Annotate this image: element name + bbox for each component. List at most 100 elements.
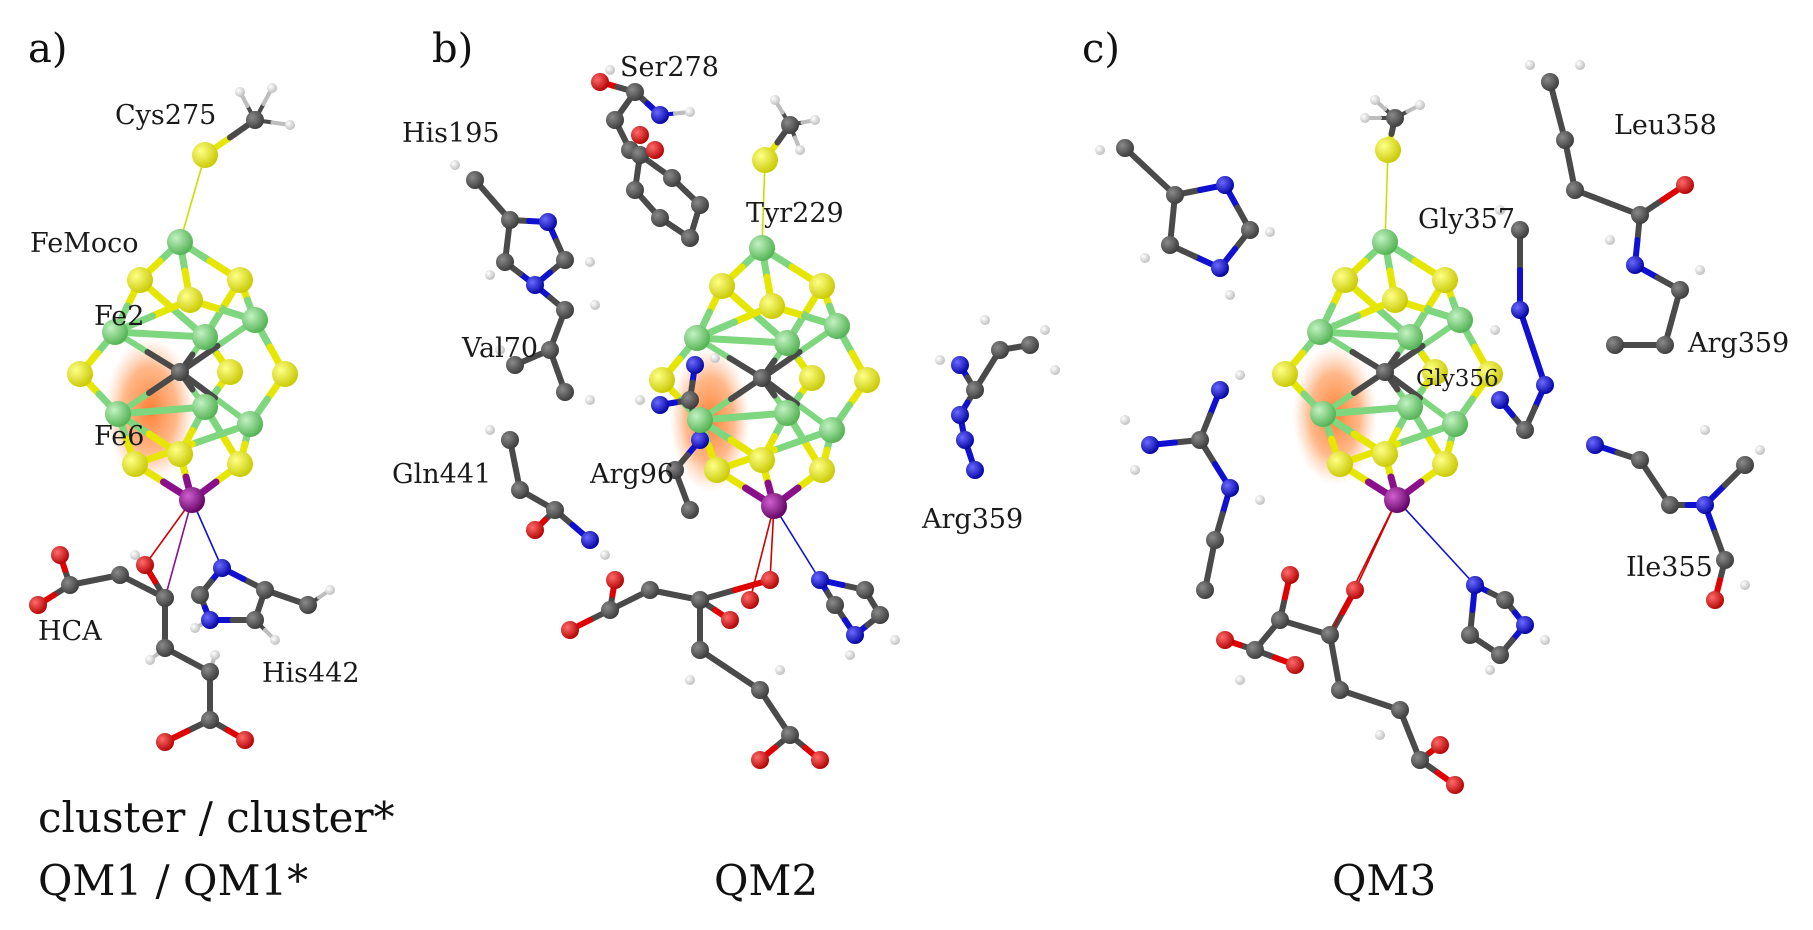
panel-c-atom-S	[1372, 441, 1398, 467]
panel-b-atom-C	[606, 111, 624, 129]
panel-a-atom-O	[29, 596, 47, 614]
panel-a-atom-C	[156, 589, 174, 607]
panel-c-atom-H	[1265, 227, 1275, 237]
label-his195: His195	[402, 118, 500, 149]
panel-a-atom-O	[136, 556, 154, 574]
panel-c-atom-N	[1211, 381, 1229, 399]
panel-b-atom-C	[681, 501, 699, 519]
panel-b-structure	[450, 65, 1060, 769]
panel-a-atom-O	[236, 731, 254, 749]
panel-c-atom-H	[1415, 100, 1425, 110]
panel-a-atom-F	[105, 401, 131, 427]
panel-a-atom-F	[192, 394, 218, 420]
panel-a-atom-F	[237, 411, 263, 437]
panel-c-atom-F	[1310, 401, 1336, 427]
panel-b-atom-C	[556, 251, 574, 269]
panel-c-atom-C	[1496, 591, 1514, 609]
panel-b-atom-C	[626, 181, 644, 199]
panel-b-atom-C	[641, 581, 659, 599]
panel-a-atom-H	[267, 83, 277, 93]
panel-c-atom-C	[1391, 701, 1409, 719]
panel-c-atom-C	[1736, 456, 1754, 474]
panel-a-atom-C	[256, 581, 274, 599]
panel-b-atom-S	[749, 447, 775, 473]
panel-c-atom-C	[1631, 451, 1649, 469]
panel-c-atom-C	[1386, 109, 1404, 127]
panel-a-atom-C	[246, 111, 264, 129]
panel-b-atom-H	[485, 425, 495, 435]
panel-c-atom-O	[1281, 566, 1299, 584]
panel-b-atom-S	[854, 367, 880, 393]
panel-b-atom-H	[590, 300, 600, 310]
panel-c-atom-C	[1321, 626, 1339, 644]
panel-c-atom-C	[1166, 186, 1184, 204]
panel-c-atom-O	[1706, 591, 1724, 609]
panel-c-atom-H	[1225, 290, 1235, 300]
panel-b-atom-C	[556, 383, 574, 401]
panel-a-atom-C	[61, 576, 79, 594]
panel-b-atom-C	[546, 501, 564, 519]
panel-c-atom-O	[1346, 581, 1364, 599]
panel-c-atom-S	[1422, 359, 1448, 385]
panel-b-atom-F	[749, 235, 775, 261]
panel-c-atom-F	[1372, 229, 1398, 255]
panel-b-atom-H	[810, 115, 820, 125]
label-his442: His442	[262, 658, 360, 689]
panel-a-atoms	[29, 83, 335, 751]
panel-c-atom-H	[1140, 253, 1150, 263]
panel-c-atom-H	[1485, 665, 1495, 675]
panel-c-atom-H	[1130, 465, 1140, 475]
panel-a-coordination-line	[164, 499, 193, 599]
panel-b-atom-N	[846, 626, 864, 644]
panel-b-atom-N	[539, 213, 557, 231]
panel-c-atom-H	[1120, 415, 1130, 425]
panel-c-atom-H	[1700, 425, 1710, 435]
panel-b-atom-S	[752, 147, 778, 173]
panel-b-atom-C	[663, 169, 681, 187]
panel-c-atom-C	[1461, 626, 1479, 644]
panel-a-atom-S	[67, 361, 93, 387]
panel-b-atom-O	[721, 611, 739, 629]
panel-c-atom-C	[1196, 581, 1214, 599]
panel-b-atom-N	[686, 356, 704, 374]
panel-c-atom-H	[1370, 95, 1380, 105]
panel-c-atom-C	[1566, 181, 1584, 199]
panel-c-atom-C	[1516, 421, 1534, 439]
panel-b-atom-C	[753, 369, 771, 387]
panel-a-atom-H	[285, 120, 295, 130]
panel-a-atom-S	[272, 361, 298, 387]
panel-b-atom-H	[775, 665, 785, 675]
panel-a-atom-F	[192, 324, 218, 350]
panel-b-atom-C	[691, 591, 709, 609]
panel-c-atom-S	[1332, 267, 1358, 293]
panel-c-atom-N	[1586, 436, 1604, 454]
label-femoco: FeMoco	[30, 228, 139, 259]
panel-a-atom-C	[299, 596, 317, 614]
panel-c-atom-N	[1696, 496, 1714, 514]
panel-c-atom-S	[1327, 451, 1353, 477]
panel-c-atom-H	[1360, 113, 1370, 123]
panel-b-letter: b)	[432, 26, 473, 72]
panel-c-atom-O	[1431, 736, 1449, 754]
panel-c-structure	[1095, 60, 1765, 794]
panel-c-atom-F	[1397, 394, 1423, 420]
panel-c-atom-N	[1516, 616, 1534, 634]
panel-b-atom-C	[966, 381, 984, 399]
panel-b-atom-C	[681, 229, 699, 247]
panel-b-atom-N	[651, 106, 669, 124]
panel-b-atom-C	[691, 641, 709, 659]
panel-b-atom-H	[1040, 325, 1050, 335]
panel-c-atom-C	[1331, 681, 1349, 699]
panel-a-atom-S	[127, 267, 153, 293]
panel-b-atom-H	[795, 145, 805, 155]
panel-b-atom-C	[496, 253, 514, 271]
panel-b-atom-C	[991, 341, 1009, 359]
caption-a-line2: QM1 / QM1*	[38, 856, 308, 905]
label-arg359-b: Arg359	[921, 504, 1023, 535]
caption-b: QM2	[714, 856, 818, 905]
panel-a-atom-C	[201, 663, 219, 681]
panel-a-atom-H	[325, 585, 335, 595]
panel-b-atom-H	[685, 107, 695, 117]
panel-c-atom-H	[1605, 235, 1615, 245]
panel-c-atom-C	[1116, 139, 1134, 157]
